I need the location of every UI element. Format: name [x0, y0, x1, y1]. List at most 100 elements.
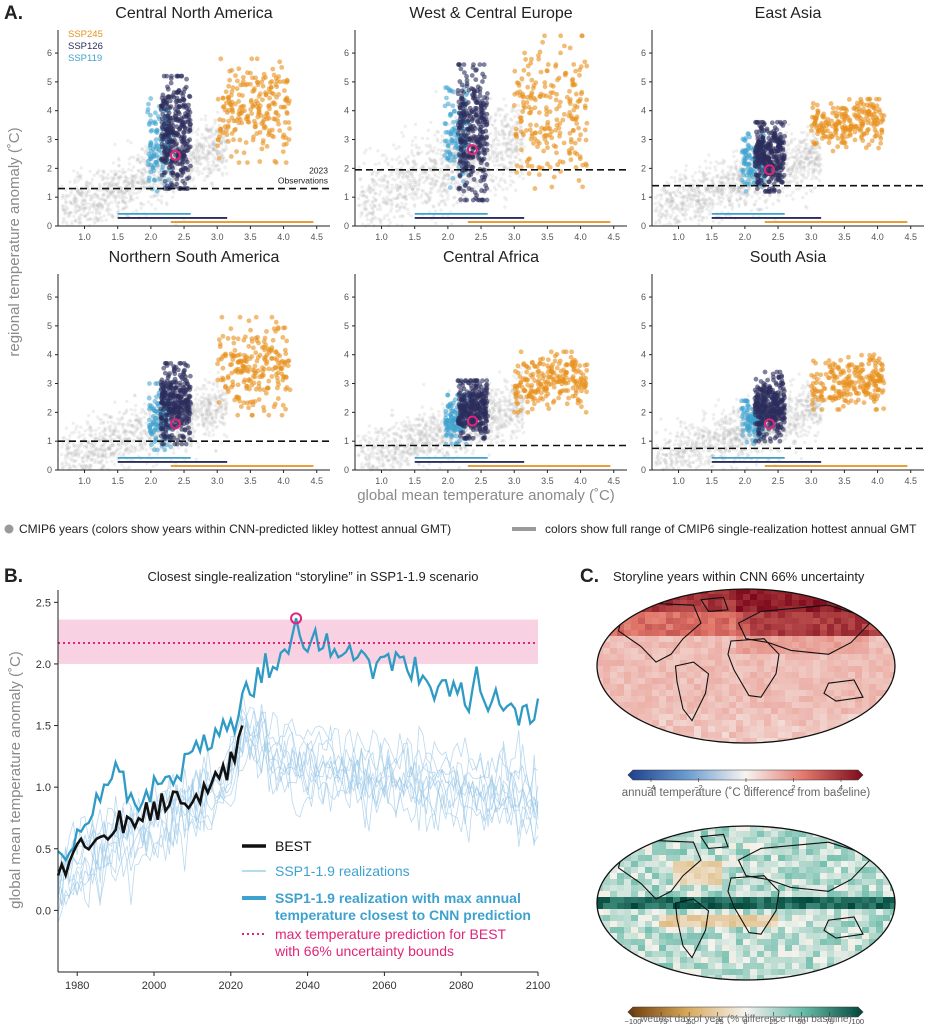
- y-tick-label: 3: [344, 135, 349, 145]
- y-tick-label: 4: [344, 106, 349, 116]
- colorbar-tick-label: 0: [743, 1017, 747, 1024]
- x-tick-label: 1.0: [672, 232, 685, 242]
- y-tick-label: 4: [641, 106, 646, 116]
- legend-label: temperature closest to CNN prediction: [275, 907, 531, 923]
- y-tick-label: 6: [47, 48, 52, 58]
- x-tick-label: 2040: [295, 980, 319, 992]
- colorbar-temperature: −4 −2 0 2 4 annual temperature (˚C differenc…: [622, 769, 870, 799]
- x-tick-label: 1.5: [111, 476, 124, 486]
- x-tick-label: 4.0: [574, 232, 587, 242]
- panel-letter-c: C.: [580, 566, 599, 587]
- colorbar-tick-label: −25: [711, 1017, 724, 1024]
- colorbar-tick-label: 2: [791, 783, 795, 792]
- storyline-peak-marker: [290, 612, 303, 625]
- x-tick-label: 3.5: [244, 232, 257, 242]
- scenario-legend-item: SSP245: [68, 29, 103, 40]
- panel-title: East Asia: [755, 5, 822, 22]
- observations-label: 2023: [309, 166, 328, 176]
- x-tick-label: 3.0: [508, 232, 521, 242]
- colorbar-wet-label: wettest day of year (% difference from b…: [639, 1014, 852, 1024]
- cnn-prediction-marker: [169, 418, 181, 430]
- x-tick-label: 3.5: [838, 476, 851, 486]
- coastline: [737, 841, 875, 892]
- x-tick-label: 1.0: [78, 476, 91, 486]
- legend-label: SSP1-1.9 realization with max annual: [275, 890, 521, 906]
- x-tick-label: 2.5: [772, 232, 785, 242]
- scatter-panel: Northern South America 0 1 2 3 4 5 6 1.0 1.5 2.0 2.…: [47, 249, 330, 486]
- panel-b-title: Closest single-realization “storyline” i…: [148, 569, 479, 584]
- x-tick-label: 4.5: [607, 232, 620, 242]
- y-tick-label: 3: [344, 379, 349, 389]
- x-tick-label: 2100: [526, 980, 550, 992]
- x-tick-label: 1.0: [375, 232, 388, 242]
- x-tick-label: 3.0: [508, 476, 521, 486]
- legend-dot-marker: [4, 524, 14, 534]
- y-tick-label: 6: [344, 292, 349, 302]
- legend-dot-text: CMIP6 years (colors show years within CN…: [19, 522, 451, 536]
- y-tick-label: 4: [344, 350, 349, 360]
- colorbar-tick-label: 25: [769, 1017, 777, 1024]
- x-tick-label: 4.5: [310, 476, 323, 486]
- realization-line: [57, 715, 539, 899]
- x-tick-label: 2060: [372, 980, 396, 992]
- x-tick-label: 2.0: [739, 232, 752, 242]
- x-tick-label: 1.0: [672, 476, 685, 486]
- x-tick-label: 2.5: [772, 476, 785, 486]
- x-tick-label: 3.5: [244, 476, 257, 486]
- colorbar-tick-label: 4: [839, 783, 843, 792]
- legend-label: with 66% uncertainty bounds: [274, 943, 454, 959]
- panel-title: South Asia: [750, 249, 827, 266]
- y-tick-label: 6: [641, 292, 646, 302]
- colorbar-tick-label: 50: [797, 1017, 805, 1024]
- y-tick-label: 2: [47, 407, 52, 417]
- coastline: [700, 833, 729, 849]
- y-tick-label: 3: [47, 135, 52, 145]
- scatter-panel: Central North America 0 1 2 3 4 5 6 1.0 1.5 2.0 2.5…: [47, 5, 330, 242]
- x-tick-label: 2.0: [145, 232, 158, 242]
- colorbar-tick-label: −2: [694, 783, 703, 792]
- x-tick-label: 1.0: [78, 232, 91, 242]
- y-tick-label: 0: [47, 221, 52, 231]
- scatter-panel: Central Africa 0 1 2 3 4 5 6 1.0 1.5 2.0 2.5 3.0 3.5 4…: [344, 249, 627, 486]
- coastline: [823, 916, 864, 939]
- coastline: [700, 596, 729, 612]
- y-tick-label: 5: [47, 321, 52, 331]
- x-tick-label: 2.0: [442, 476, 455, 486]
- map-wettest-day: [596, 825, 896, 981]
- x-tick-label: 4.0: [277, 476, 290, 486]
- y-tick-label: 5: [641, 321, 646, 331]
- x-tick-label: 1980: [65, 980, 89, 992]
- y-tick-label: 0: [344, 465, 349, 475]
- x-tick-label: 2080: [449, 980, 473, 992]
- x-tick-label: 3.0: [805, 476, 818, 486]
- panel-a-scatter-grid: Central North America 0 1 2 3 4 5 6 1.0 1.5 2.0 2.5…: [47, 5, 924, 486]
- scatter-panel: West & Central Europe 0 1 2 3 4 5 6 1.0 1.5 2.0 2.5…: [344, 5, 627, 242]
- y-tick-label: 2: [641, 163, 646, 173]
- coastline: [674, 661, 710, 722]
- colorbar-tick-label: −75: [655, 1017, 668, 1024]
- y-tick-label: 2.5: [36, 597, 51, 609]
- panel-title: West & Central Europe: [409, 5, 572, 22]
- realization-line: [57, 742, 539, 907]
- realization-line: [57, 711, 539, 897]
- x-tick-label: 3.5: [838, 232, 851, 242]
- y-tick-label: 5: [47, 77, 52, 87]
- y-tick-label: 2: [641, 407, 646, 417]
- y-tick-label: 0.5: [36, 844, 51, 856]
- colorbar-wettest-day: −100 −75 −50 −25 0 25 50 75 100 wettest day of y…: [625, 1006, 864, 1024]
- realization-line: [57, 711, 539, 894]
- x-tick-label: 2.0: [145, 476, 158, 486]
- map-annual-temperature: [596, 588, 896, 744]
- y-tick-label: 6: [344, 48, 349, 58]
- coastline: [617, 603, 702, 663]
- realization-line: [57, 724, 539, 923]
- y-tick-label: 1.0: [36, 782, 51, 794]
- coastline: [823, 679, 864, 702]
- y-tick-label: 6: [47, 292, 52, 302]
- x-tick-label: 4.5: [310, 232, 323, 242]
- legend-line-text: colors show full range of CMIP6 single-r…: [545, 522, 917, 536]
- legend-label: BEST: [275, 838, 312, 854]
- x-tick-label: 3.0: [805, 232, 818, 242]
- panel-title: Central Africa: [443, 249, 539, 266]
